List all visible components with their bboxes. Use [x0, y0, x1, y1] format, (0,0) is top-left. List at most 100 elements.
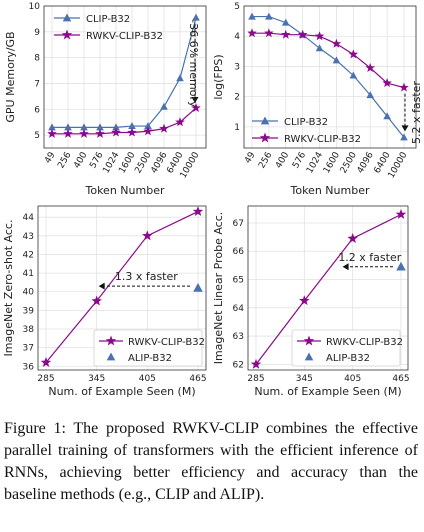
y-tick-label: 9 [34, 28, 40, 38]
x-axis-title: Num. of Example Seen (M) [254, 385, 401, 398]
data-point [192, 206, 204, 217]
legend-label: RWKV-CLIP-B32 [86, 31, 163, 42]
series-line [255, 213, 402, 365]
data-point [297, 29, 308, 39]
plot-frame [43, 5, 207, 149]
legend-box [291, 329, 401, 367]
data-point [112, 123, 120, 131]
figure-caption: Figure 1: The proposed RWKV-CLIP combine… [4, 420, 418, 503]
annotation-arrowhead [342, 263, 349, 271]
plot-frame [37, 205, 207, 371]
legend-label: RWKV-CLIP-B32 [128, 337, 205, 348]
annotation-arrowhead [191, 96, 199, 103]
gpu-memory-chart: 5678910492564005761024160025004096640010… [4, 2, 207, 197]
y-tick-label: 7 [34, 79, 40, 89]
data-point [332, 56, 341, 64]
plot-frame [243, 5, 417, 149]
annotation-arrowhead [401, 125, 409, 132]
y-tick-label: 44 [23, 213, 35, 223]
data-point [383, 112, 391, 120]
y-tick-label: 1 [234, 123, 240, 133]
legend-label: ALIP-B32 [128, 353, 172, 364]
annotation-label: 5.2 x faster [410, 81, 423, 144]
data-point [193, 283, 203, 292]
plot-frame [247, 205, 409, 371]
series-line [52, 17, 197, 128]
legend-marker [61, 29, 73, 40]
series-line [252, 32, 405, 89]
data-point [111, 127, 121, 137]
data-point [80, 123, 88, 131]
data-point [63, 128, 73, 138]
data-point [315, 44, 324, 52]
data-point [281, 29, 291, 39]
legend-label: CLIP-B32 [86, 14, 130, 25]
y-tick-label: 36 [23, 362, 35, 372]
data-point [347, 233, 358, 243]
y-tick-label: 4 [234, 32, 240, 42]
data-point [95, 128, 105, 138]
data-point [395, 208, 407, 219]
data-point [48, 123, 56, 131]
x-axis-title: Token Number [290, 184, 370, 197]
data-point [366, 91, 375, 99]
x-tick-label: 285 [247, 374, 264, 384]
x-tick-label: 256 [56, 150, 73, 170]
y-axis-title: GPU Memory/GB [4, 31, 17, 122]
y-axis-title: log(FPS) [212, 54, 225, 99]
data-point [96, 123, 104, 131]
legend-marker [106, 352, 116, 361]
x-tick-label: 400 [72, 150, 89, 170]
data-point [40, 357, 52, 367]
y-tick-label: 43 [23, 232, 34, 242]
data-point [191, 102, 201, 113]
y-tick-label: 42 [23, 250, 34, 260]
y-tick-label: 39 [23, 306, 35, 316]
data-point [365, 62, 375, 72]
x-tick-label: 465 [189, 374, 206, 384]
legend: CLIP-B32 RWKV-CLIP-B32 [54, 13, 163, 42]
x-axis-title: Token Number [85, 184, 165, 197]
data-point [144, 122, 152, 130]
x-tick-label: 285 [37, 374, 54, 384]
y-tick-label: 66 [233, 247, 245, 257]
legend-marker [304, 352, 314, 361]
legend-label: RWKV-CLIP-B32 [284, 134, 361, 145]
legend-marker [303, 335, 315, 346]
data-point [160, 102, 168, 110]
legend-label: RWKV-CLIP-B32 [326, 337, 403, 348]
x-tick-label: 345 [296, 374, 313, 384]
zero-shot-chart: 36 37 38 39 40 41 42 43 44 285 345 405 465 1.3 x fast… [2, 205, 207, 398]
series-line [252, 15, 405, 138]
legend-label: ALIP-B32 [326, 353, 370, 364]
y-tick-label: 62 [233, 360, 244, 370]
y-tick-label: 37 [23, 344, 34, 354]
y-tick-label: 67 [233, 219, 244, 229]
x-tick-label: 49 [243, 150, 258, 165]
y-tick-label: 2 [234, 93, 240, 103]
y-tick-label: 41 [23, 269, 34, 279]
annotation-label: 1.2 x faster [338, 251, 401, 264]
x-tick-label: 345 [88, 374, 105, 384]
y-axis-title: ImageNet Linear Probe Acc. [212, 212, 225, 365]
data-point [248, 12, 256, 20]
data-point [143, 126, 153, 136]
data-point [91, 295, 102, 306]
data-point [159, 123, 169, 133]
y-tick-label: 5 [34, 131, 40, 141]
x-tick-label: 400 [274, 150, 291, 170]
x-tick-label: 256 [257, 150, 274, 170]
data-point [176, 74, 184, 82]
y-tick-label: 64 [233, 304, 245, 314]
data-point [79, 128, 89, 138]
x-tick-label: 405 [344, 374, 361, 384]
legend-marker [105, 335, 117, 346]
data-point [127, 127, 137, 137]
series-line [52, 107, 197, 135]
data-point [399, 82, 409, 92]
data-point [47, 128, 57, 138]
y-tick-label: 5 [234, 2, 240, 12]
data-point [142, 230, 153, 241]
legend-box [93, 329, 203, 367]
data-point [382, 78, 392, 88]
